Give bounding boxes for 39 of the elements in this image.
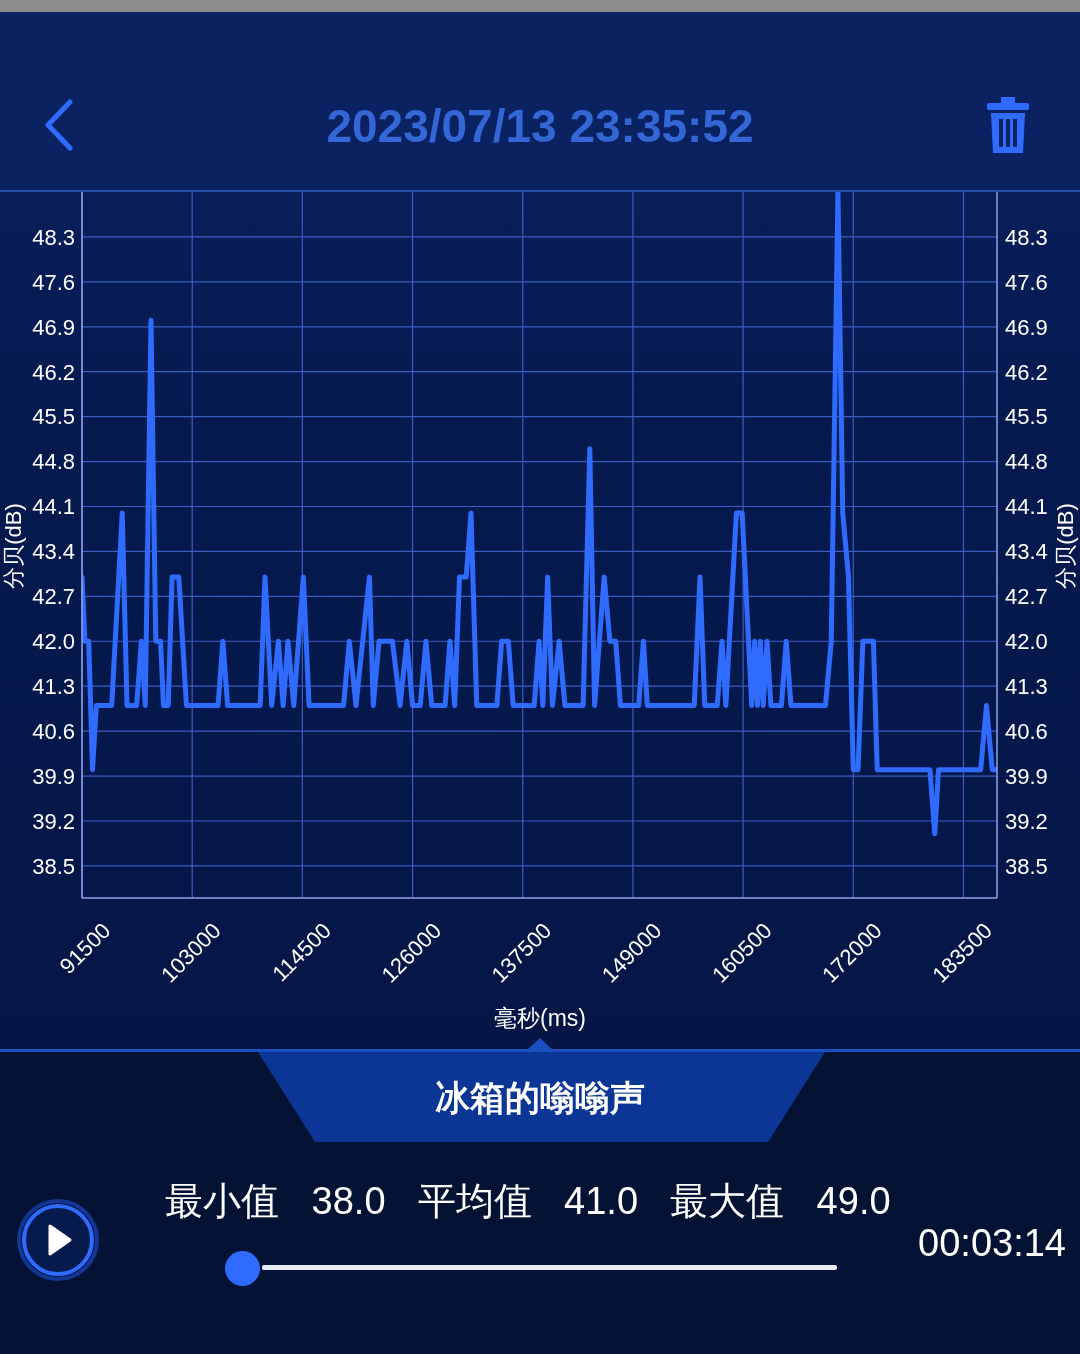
- text: 00:03:14: [918, 1221, 1066, 1266]
- y-tick-label: 40.6: [32, 718, 75, 744]
- y-tick-label: 39.2: [32, 808, 75, 834]
- y-tick-label: 39.9: [32, 763, 75, 789]
- y-tick-label: 47.6: [32, 269, 75, 295]
- y2-tick-label: 48.3: [1005, 224, 1048, 250]
- y-tick-label: 42.7: [32, 584, 75, 610]
- x-axis-title: 毫秒(ms): [493, 1004, 587, 1033]
- y2-tick-label: 40.6: [1005, 718, 1048, 744]
- y2-tick-label: 39.9: [1005, 763, 1048, 789]
- y-tick-label: 44.8: [32, 449, 75, 475]
- y2-tick-label: 43.4: [1005, 539, 1048, 565]
- text: 最小值 38.0: [165, 1179, 386, 1224]
- y2-tick-label: 47.6: [1005, 269, 1048, 295]
- y-tick-label: 41.3: [32, 674, 75, 700]
- y2-tick-label: 41.3: [1005, 674, 1048, 700]
- chart-title: 2023/07/13 23:35:52: [325, 99, 755, 154]
- y-tick-label: 43.4: [32, 539, 75, 565]
- y2-tick-label: 39.2: [1005, 808, 1048, 834]
- y-tick-label: 46.9: [32, 314, 75, 340]
- y2-axis-title: 分贝(dB): [1052, 503, 1079, 589]
- text: 平均值 41.0: [417, 1179, 639, 1224]
- y2-tick-label: 44.1: [1005, 494, 1048, 520]
- y2-tick-label: 42.0: [1005, 629, 1048, 655]
- y-tick-label: 48.3: [32, 224, 75, 250]
- y-axis-title: 分贝(dB): [0, 503, 27, 589]
- y-tick-label: 45.5: [32, 404, 75, 430]
- y-tick-label: 42.0: [32, 629, 75, 655]
- y-tick-label: 38.5: [32, 853, 75, 879]
- y2-tick-label: 44.8: [1005, 449, 1048, 475]
- y-tick-label: 46.2: [32, 359, 75, 385]
- y2-tick-label: 45.5: [1005, 404, 1048, 430]
- text: 冰箱的嗡嗡声: [434, 1077, 646, 1119]
- y2-tick-label: 46.2: [1005, 359, 1048, 385]
- y2-tick-label: 46.9: [1005, 314, 1048, 340]
- y-tick-label: 44.1: [32, 494, 75, 520]
- y2-tick-label: 38.5: [1005, 853, 1048, 879]
- y2-tick-label: 42.7: [1005, 584, 1048, 610]
- text: 最大值 49.0: [670, 1179, 891, 1224]
